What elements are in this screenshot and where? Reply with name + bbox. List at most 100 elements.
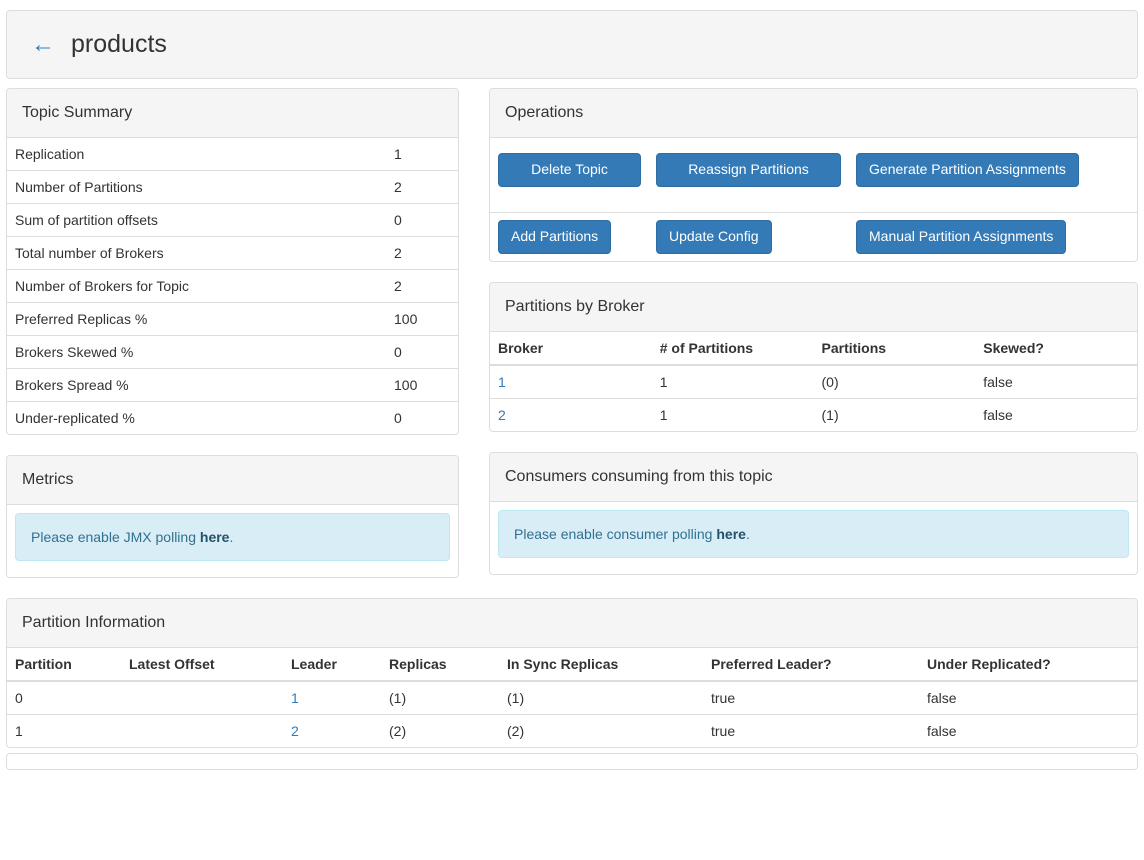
- column-header-partitions: Partitions: [813, 331, 976, 366]
- next-panel-partial: [6, 753, 1138, 770]
- leader-link[interactable]: 2: [291, 723, 299, 739]
- column-header-broker: Broker: [490, 331, 652, 366]
- preferred-leader-cell: true: [711, 690, 736, 706]
- consumer-polling-alert: Please enable consumer polling here.: [498, 509, 1129, 558]
- replicas-cell: (1): [389, 690, 407, 706]
- column-header-partition: Partition: [7, 648, 121, 682]
- topic-summary-table: Replication 1 Number of Partitions 2 Sum…: [7, 138, 458, 434]
- column-header-in-sync-replicas: In Sync Replicas: [499, 648, 703, 682]
- page-header: ← products: [6, 10, 1138, 79]
- jmx-polling-here-link[interactable]: here: [199, 529, 230, 545]
- broker-link[interactable]: 2: [498, 406, 506, 423]
- summary-value: 1: [394, 146, 402, 162]
- summary-label: Brokers Skewed %: [7, 335, 386, 369]
- column-header-leader: Leader: [283, 648, 381, 682]
- partitions-by-broker-panel: Partitions by Broker Broker # of Partiti…: [489, 281, 1138, 432]
- table-row: Preferred Replicas % 100: [7, 302, 458, 336]
- skewed-cell: false: [983, 373, 1013, 390]
- alert-text: Please enable consumer polling: [514, 525, 717, 542]
- table-row: Total number of Brokers 2: [7, 236, 458, 270]
- table-row: Number of Brokers for Topic 2: [7, 269, 458, 303]
- summary-value: 0: [386, 401, 458, 434]
- table-header-row: Partition Latest Offset Leader Replicas …: [7, 648, 1137, 682]
- table-row: Brokers Spread % 100: [7, 368, 458, 402]
- consumer-polling-here-link[interactable]: here: [716, 525, 746, 542]
- summary-label: Replication: [15, 146, 85, 162]
- metrics-panel: Metrics Please enable JMX polling here.: [6, 455, 459, 578]
- delete-topic-button[interactable]: Delete Topic: [498, 153, 641, 187]
- generate-partition-assignments-button[interactable]: Generate Partition Assignments: [856, 153, 1079, 187]
- partitions-by-broker-table: Broker # of Partitions Partitions Skewed…: [490, 331, 1137, 431]
- update-config-button[interactable]: Update Config: [656, 219, 772, 254]
- partitions-cell: (0): [821, 373, 839, 390]
- summary-value: 0: [386, 203, 458, 237]
- leader-link[interactable]: 1: [291, 690, 299, 706]
- partition-cell: 1: [7, 714, 121, 747]
- back-arrow-icon[interactable]: ←: [31, 30, 55, 58]
- table-row: Brokers Skewed % 0: [7, 335, 458, 369]
- broker-link[interactable]: 1: [498, 373, 506, 390]
- column-header-under-replicated: Under Replicated?: [919, 648, 1137, 682]
- summary-value: 2: [386, 236, 458, 270]
- partitions-by-broker-title: Partitions by Broker: [490, 282, 1137, 332]
- summary-label: Sum of partition offsets: [7, 203, 386, 237]
- column-header-latest-offset: Latest Offset: [121, 648, 283, 682]
- summary-value: 2: [386, 269, 458, 303]
- consumers-panel: Consumers consuming from this topic Plea…: [489, 451, 1138, 575]
- num-partitions-cell: 1: [651, 397, 814, 431]
- num-partitions-cell: 1: [659, 373, 668, 390]
- partition-information-title: Partition Information: [7, 599, 1137, 648]
- table-row: Sum of partition offsets 0: [7, 203, 458, 237]
- reassign-partitions-button[interactable]: Reassign Partitions: [656, 153, 841, 187]
- operations-row-1: Delete Topic Reassign Partitions Generat…: [490, 138, 1137, 212]
- topic-summary-panel: Topic Summary Replication 1 Number of Pa…: [6, 88, 459, 435]
- summary-label: Number of Brokers for Topic: [7, 269, 386, 303]
- in-sync-replicas-cell: (2): [499, 714, 703, 747]
- topic-summary-title: Topic Summary: [7, 89, 458, 138]
- under-replicated-cell: false: [919, 714, 1137, 747]
- summary-value: 0: [386, 335, 458, 369]
- summary-label: Number of Partitions: [7, 170, 386, 204]
- column-header-skewed: Skewed?: [975, 331, 1137, 366]
- column-header-replicas: Replicas: [381, 648, 499, 682]
- consumers-title: Consumers consuming from this topic: [490, 452, 1137, 502]
- alert-suffix: .: [229, 529, 234, 545]
- partition-cell: 0: [15, 690, 23, 706]
- partitions-cell: (1): [813, 397, 976, 431]
- latest-offset-cell: [121, 714, 283, 747]
- jmx-polling-alert: Please enable JMX polling here.: [15, 513, 450, 561]
- summary-value: 100: [386, 368, 458, 402]
- table-row: Under-replicated % 0: [7, 401, 458, 434]
- table-header-row: Broker # of Partitions Partitions Skewed…: [490, 331, 1137, 366]
- column-header-preferred-leader: Preferred Leader?: [703, 648, 919, 682]
- partition-information-panel: Partition Information Partition Latest O…: [6, 598, 1138, 748]
- summary-value: 100: [386, 302, 458, 336]
- table-row: 2 1 (1) false: [490, 397, 1137, 431]
- table-row: Replication 1: [7, 138, 458, 171]
- replicas-cell: (2): [381, 714, 499, 747]
- table-row: 1 1 (0) false: [490, 365, 1137, 399]
- skewed-cell: false: [975, 397, 1137, 431]
- metrics-title: Metrics: [7, 456, 458, 505]
- operations-row-2: Add Partitions Update Config Manual Part…: [490, 211, 1137, 261]
- page-title: products: [71, 30, 167, 58]
- summary-label: Preferred Replicas %: [7, 302, 386, 336]
- operations-panel: Operations Delete Topic Reassign Partiti…: [489, 88, 1138, 262]
- table-row: Number of Partitions 2: [7, 170, 458, 204]
- table-row: 1 2 (2) (2) true false: [7, 714, 1137, 747]
- latest-offset-cell: [121, 681, 283, 715]
- alert-suffix: .: [745, 525, 750, 542]
- table-row: 0 1 (1) (1) true false: [7, 681, 1137, 715]
- partition-information-table: Partition Latest Offset Leader Replicas …: [7, 648, 1137, 747]
- summary-label: Total number of Brokers: [7, 236, 386, 270]
- column-header-num-partitions: # of Partitions: [651, 331, 814, 366]
- summary-label: Brokers Spread %: [7, 368, 386, 402]
- add-partitions-button[interactable]: Add Partitions: [498, 219, 612, 254]
- under-replicated-cell: false: [927, 690, 957, 706]
- in-sync-replicas-cell: (1): [507, 690, 525, 706]
- alert-text: Please enable JMX polling: [31, 529, 200, 545]
- manual-partition-assignments-button[interactable]: Manual Partition Assignments: [856, 219, 1067, 254]
- preferred-leader-cell: true: [703, 714, 919, 747]
- operations-title: Operations: [490, 89, 1137, 138]
- summary-label: Under-replicated %: [7, 401, 386, 434]
